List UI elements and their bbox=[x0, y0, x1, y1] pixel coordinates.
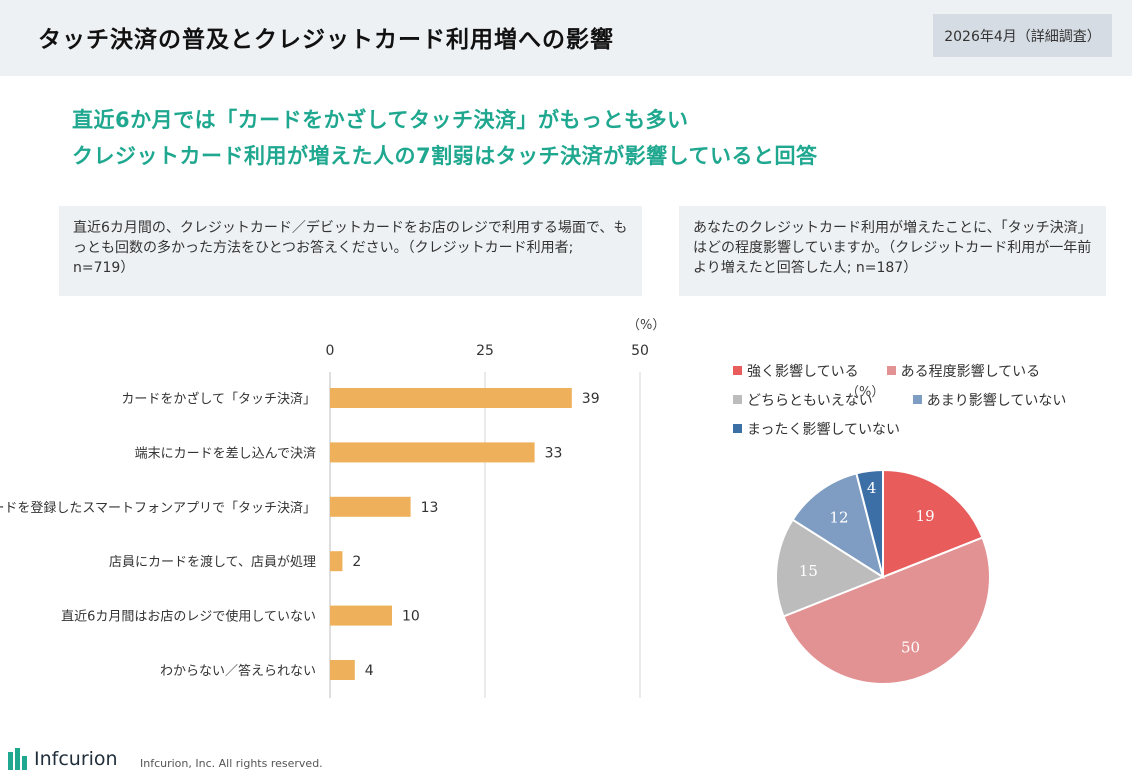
bar-category-label: カードをかざして「タッチ決済」 bbox=[121, 391, 316, 407]
legend-swatch-strong bbox=[733, 366, 742, 375]
logo-mark-icon bbox=[8, 748, 27, 770]
pie-slice bbox=[882, 468, 984, 579]
bar-value-label: 2 bbox=[352, 554, 361, 570]
bar-category-label: わからない／答えられない bbox=[160, 663, 316, 679]
pie-value-label: 12 bbox=[829, 508, 848, 526]
bar-tick-label: 50 bbox=[631, 343, 649, 359]
pie-value-label: 15 bbox=[799, 562, 818, 580]
legend-item-none: まったく影響していない bbox=[733, 419, 900, 439]
bar-chart-unit: （%） bbox=[627, 318, 666, 333]
legend-item-strong: 強く影響している bbox=[733, 361, 859, 381]
bar bbox=[330, 496, 411, 517]
bar bbox=[330, 660, 355, 680]
copyright: Infcurion, Inc. All rights reserved. bbox=[140, 757, 323, 770]
bar-category-label: カードを登録したスマートフォンアプリで「タッチ決済」 bbox=[0, 500, 316, 516]
page-title: タッチ決済の普及とクレジットカード利用増への影響 bbox=[38, 27, 614, 53]
pie-slice bbox=[855, 468, 884, 578]
legend-item-little: あまり影響していない bbox=[912, 390, 1067, 410]
question-box-right: あなたのクレジットカード利用が増えたことに、「タッチ決済」はどの程度影響していま… bbox=[679, 206, 1106, 296]
bar-value-label: 4 bbox=[365, 663, 374, 679]
bar bbox=[330, 605, 392, 626]
pie-value-label: 19 bbox=[916, 507, 935, 525]
legend-item-some: ある程度影響している bbox=[886, 361, 1041, 381]
legend-swatch-neutral bbox=[733, 395, 742, 404]
bar-tick-label: 0 bbox=[326, 343, 335, 359]
pie-legend: 強く影響している ある程度影響している どちらともいえない あまり影響していない… bbox=[733, 356, 1073, 443]
header-bar: タッチ決済の普及とクレジットカード利用増への影響 2026年4月（詳細調査） bbox=[0, 0, 1132, 76]
pie-slice bbox=[775, 518, 886, 618]
pie-value-label: 4 bbox=[867, 479, 877, 497]
bar-tick-label: 25 bbox=[476, 343, 494, 359]
legend-swatch-some bbox=[886, 366, 896, 375]
bar bbox=[330, 442, 535, 463]
bar-category-label: 直近6カ月間はお店のレジで使用していない bbox=[61, 609, 316, 625]
company-logo: Infcurion bbox=[8, 748, 118, 770]
bar-value-label: 39 bbox=[582, 391, 600, 407]
bar bbox=[330, 388, 572, 408]
headline-line-1: 直近6か月では「カードをかざしてタッチ決済」がもっとも多い bbox=[72, 108, 689, 132]
legend-label-neutral: どちらともいえない bbox=[747, 392, 873, 409]
legend-label-some: ある程度影響している bbox=[900, 363, 1041, 380]
question-box-left: 直近6カ月間の、クレジットカード／デビットカードをお店のレジで利用する場面で、も… bbox=[59, 206, 642, 296]
bar bbox=[330, 551, 343, 572]
bar-value-label: 33 bbox=[545, 445, 563, 461]
legend-item-neutral: どちらともいえない bbox=[733, 390, 873, 410]
legend-swatch-little bbox=[912, 395, 922, 404]
legend-label-strong: 強く影響している bbox=[747, 363, 859, 380]
pie-chart-unit: （%） bbox=[846, 385, 885, 400]
bar-category-label: 端末にカードを差し込んで決済 bbox=[135, 445, 316, 461]
bar-value-label: 10 bbox=[402, 609, 420, 625]
date-badge: 2026年4月（詳細調査） bbox=[933, 14, 1112, 57]
bar-value-label: 13 bbox=[421, 500, 439, 516]
legend-label-none: まったく影響していない bbox=[747, 421, 901, 438]
bar-category-label: 店員にカードを渡して、店員が処理 bbox=[109, 554, 316, 570]
pie-slice bbox=[782, 536, 991, 685]
legend-swatch-none bbox=[733, 424, 742, 433]
headline-line-2: クレジットカード利用が増えた人の7割弱はタッチ決済が影響していると回答 bbox=[72, 144, 818, 168]
pie-value-label: 50 bbox=[901, 639, 920, 657]
pie-slice bbox=[791, 472, 885, 580]
legend-label-little: あまり影響していない bbox=[926, 392, 1067, 409]
logo-text: Infcurion bbox=[34, 748, 118, 770]
